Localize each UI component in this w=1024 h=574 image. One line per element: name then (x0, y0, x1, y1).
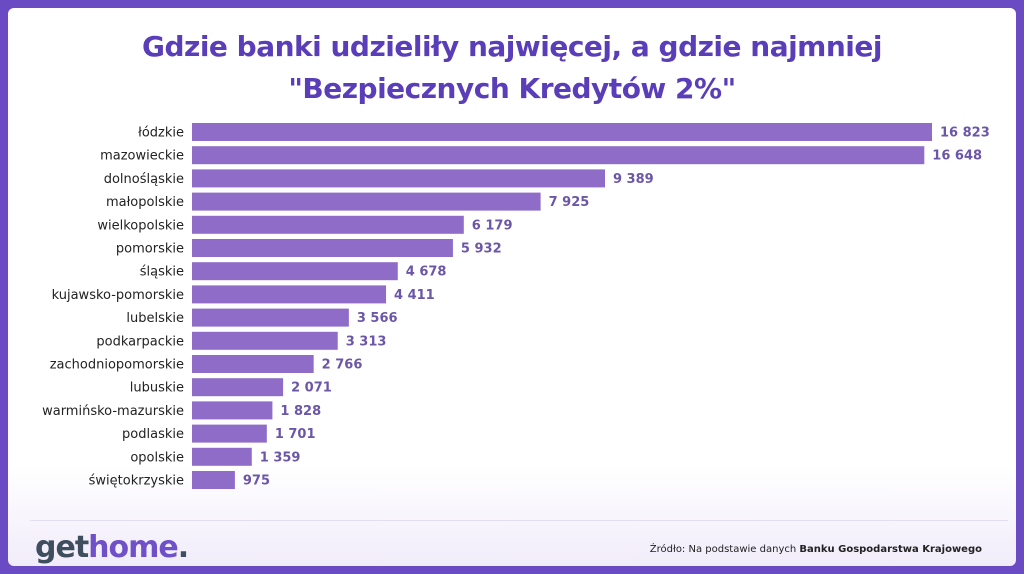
bar (192, 285, 387, 304)
category-label: zachodniopomorskie (50, 358, 184, 373)
value-label: 16 648 (932, 149, 982, 164)
chart-frame: Gdzie banki udzieliły najwięcej, a gdzie… (8, 8, 1016, 566)
category-label: podlaskie (122, 427, 184, 442)
value-label: 2 766 (322, 358, 363, 373)
bar (192, 262, 398, 281)
bar (192, 401, 273, 420)
category-label: dolnośląskie (104, 172, 184, 187)
bar (192, 447, 252, 466)
value-label: 1 828 (280, 404, 321, 419)
category-label: pomorskie (116, 242, 184, 257)
value-label: 1 701 (275, 427, 316, 442)
value-label: 1 359 (260, 450, 301, 465)
bar (192, 215, 464, 234)
bar (192, 471, 235, 489)
value-label: 9 389 (613, 172, 654, 187)
bar (192, 169, 605, 188)
bar (192, 331, 338, 350)
value-label: 3 566 (357, 311, 398, 326)
category-label: śląskie (140, 265, 184, 280)
bar (192, 146, 925, 165)
bar (192, 308, 349, 327)
category-label: łódzkie (138, 126, 184, 141)
value-label: 975 (243, 474, 270, 489)
chart-title-line-2: "Bezpiecznych Kredytów 2%" (288, 72, 736, 105)
category-label: wielkopolskie (97, 218, 184, 233)
category-label: opolskie (130, 450, 184, 465)
logo-part-dot: . (177, 530, 189, 565)
category-label: podkarpackie (96, 334, 184, 349)
value-label: 16 823 (940, 126, 990, 141)
value-label: 4 411 (394, 288, 435, 303)
category-label: kujawsko-pomorskie (52, 288, 184, 303)
chart-title-line-1: Gdzie banki udzieliły najwięcej, a gdzie… (142, 30, 882, 63)
bar (192, 424, 267, 443)
category-label: małopolskie (106, 195, 184, 210)
gethome-logo: gethome. (35, 530, 189, 565)
category-label: świętokrzyskie (89, 474, 184, 489)
footer-divider (30, 520, 1008, 521)
value-label: 2 071 (291, 381, 332, 396)
bar (192, 355, 314, 373)
value-label: 5 932 (461, 242, 502, 257)
source-prefix: Źródło: Na podstawie danych (649, 544, 800, 555)
source-note: Źródło: Na podstawie danych Banku Gospod… (650, 544, 982, 555)
source-bold: Banku Gospodarstwa Krajowego (799, 544, 982, 555)
category-label: warmińsko-mazurskie (42, 404, 184, 419)
value-label: 6 179 (472, 218, 513, 233)
category-label: mazowieckie (100, 149, 184, 164)
bar (192, 192, 541, 211)
category-label: lubelskie (126, 311, 184, 326)
logo-part-home: home (88, 530, 179, 565)
logo-part-get: get (35, 530, 89, 565)
value-label: 7 925 (549, 195, 590, 210)
value-label: 4 678 (406, 265, 447, 280)
category-label: lubuskie (130, 381, 184, 396)
value-label: 3 313 (346, 334, 387, 349)
bar (192, 239, 453, 257)
bar (192, 123, 932, 141)
bar (192, 378, 284, 397)
bar-chart: łódzkie 16 823 mazowieckie 16 648 dolnośląsk… (42, 123, 990, 489)
